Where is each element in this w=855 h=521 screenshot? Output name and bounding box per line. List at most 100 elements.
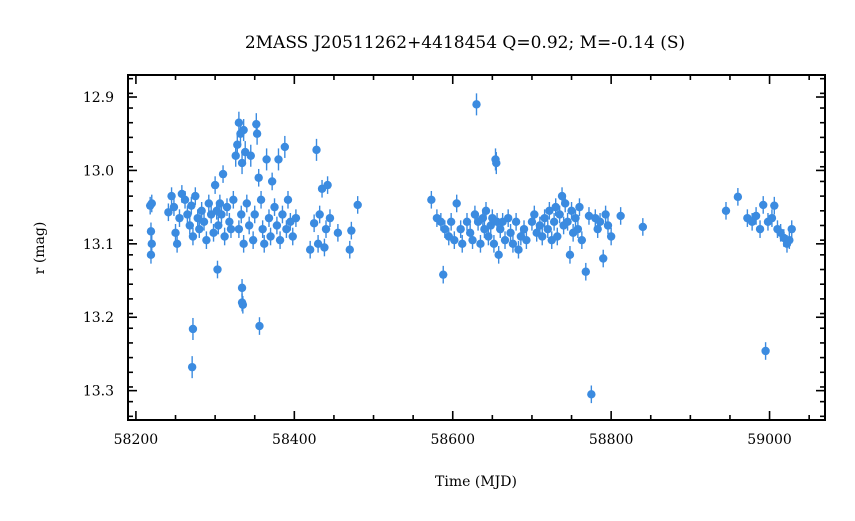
data-point bbox=[252, 119, 261, 129]
y-tick-label: 13.2 bbox=[83, 310, 114, 326]
data-point bbox=[785, 235, 794, 245]
data-point bbox=[595, 217, 605, 227]
data-point bbox=[191, 191, 200, 201]
data-point bbox=[274, 155, 283, 164]
data-point bbox=[452, 199, 461, 208]
data-point bbox=[237, 210, 246, 219]
data-point bbox=[557, 191, 567, 201]
data-point bbox=[321, 224, 331, 234]
data-point bbox=[761, 346, 770, 356]
data-point bbox=[252, 129, 262, 138]
data-point bbox=[262, 155, 271, 164]
data-point bbox=[481, 206, 491, 215]
data-point bbox=[561, 199, 570, 208]
data-point bbox=[202, 235, 211, 245]
data-point bbox=[272, 221, 282, 230]
data-point bbox=[220, 232, 229, 241]
data-point bbox=[603, 221, 613, 230]
x-tick-label: 58600 bbox=[430, 432, 475, 448]
data-point bbox=[530, 210, 539, 219]
data-point bbox=[188, 232, 198, 241]
data-point bbox=[755, 224, 765, 234]
data-point bbox=[278, 210, 287, 219]
data-point bbox=[210, 180, 220, 190]
data-point bbox=[584, 211, 594, 221]
data-point bbox=[147, 199, 156, 208]
data-point bbox=[283, 195, 293, 204]
data-point bbox=[549, 217, 559, 227]
data-point bbox=[239, 239, 248, 249]
data-point bbox=[187, 362, 197, 372]
data-point bbox=[199, 217, 209, 227]
data-point bbox=[231, 151, 240, 160]
data-point bbox=[147, 239, 156, 249]
data-point bbox=[345, 245, 354, 254]
data-point bbox=[291, 213, 301, 223]
data-point bbox=[353, 200, 362, 210]
data-point bbox=[733, 192, 743, 202]
data-point bbox=[233, 140, 242, 149]
data-point bbox=[323, 180, 332, 190]
data-point bbox=[313, 239, 323, 249]
x-axis-label: Time (MJD) bbox=[435, 474, 517, 490]
data-point bbox=[312, 145, 321, 155]
data-point bbox=[770, 201, 779, 210]
x-tick-label: 58400 bbox=[272, 432, 317, 448]
data-point bbox=[500, 235, 510, 245]
data-point bbox=[275, 235, 285, 245]
data-point bbox=[478, 213, 488, 223]
chart-title: 2MASS J20511262+4418454 Q=0.92; M=-0.14 … bbox=[245, 33, 685, 53]
data-point bbox=[511, 217, 521, 227]
axis-ticks: 58200 58400 58600 58800 59000 12.9 13.0 13.1 13.… bbox=[83, 75, 825, 448]
data-point bbox=[237, 158, 247, 168]
data-point bbox=[185, 221, 194, 230]
data-point bbox=[581, 267, 591, 276]
data-point bbox=[195, 224, 204, 234]
data-point bbox=[325, 213, 335, 223]
data-point bbox=[468, 235, 477, 245]
data-point bbox=[522, 235, 531, 245]
data-point bbox=[234, 118, 244, 127]
data-point bbox=[204, 199, 213, 208]
data-point bbox=[237, 283, 247, 293]
data-point bbox=[567, 206, 576, 215]
data-point bbox=[250, 210, 259, 219]
data-point bbox=[256, 195, 266, 204]
y-tick-label: 13.3 bbox=[83, 384, 114, 400]
data-point bbox=[476, 239, 485, 249]
data-point bbox=[172, 239, 182, 249]
data-point bbox=[450, 235, 459, 245]
data-point bbox=[440, 224, 450, 234]
data-point bbox=[164, 208, 173, 217]
data-point bbox=[267, 177, 277, 186]
data-point bbox=[288, 232, 297, 241]
data-point bbox=[258, 224, 267, 234]
data-point bbox=[238, 300, 248, 309]
data-point bbox=[260, 239, 269, 249]
data-point bbox=[514, 245, 523, 254]
data-point bbox=[446, 217, 456, 227]
data-point bbox=[503, 213, 513, 223]
data-point bbox=[188, 324, 198, 334]
data-point bbox=[248, 235, 258, 245]
data-point bbox=[519, 224, 529, 234]
data-point bbox=[215, 199, 225, 208]
data-point bbox=[320, 243, 329, 252]
data-point bbox=[601, 210, 610, 219]
data-point bbox=[333, 228, 343, 238]
data-point bbox=[565, 250, 575, 260]
data-point bbox=[218, 169, 228, 179]
data-point bbox=[167, 191, 176, 201]
plot-frame bbox=[127, 74, 826, 421]
data-point bbox=[439, 270, 448, 279]
data-point bbox=[553, 232, 562, 241]
data-point bbox=[767, 213, 777, 223]
data-point bbox=[472, 100, 481, 109]
data-point bbox=[214, 221, 223, 230]
data-point bbox=[545, 206, 554, 215]
data-point bbox=[470, 210, 480, 219]
data-point bbox=[606, 232, 616, 241]
data-point bbox=[264, 213, 274, 223]
data-point bbox=[282, 224, 291, 234]
